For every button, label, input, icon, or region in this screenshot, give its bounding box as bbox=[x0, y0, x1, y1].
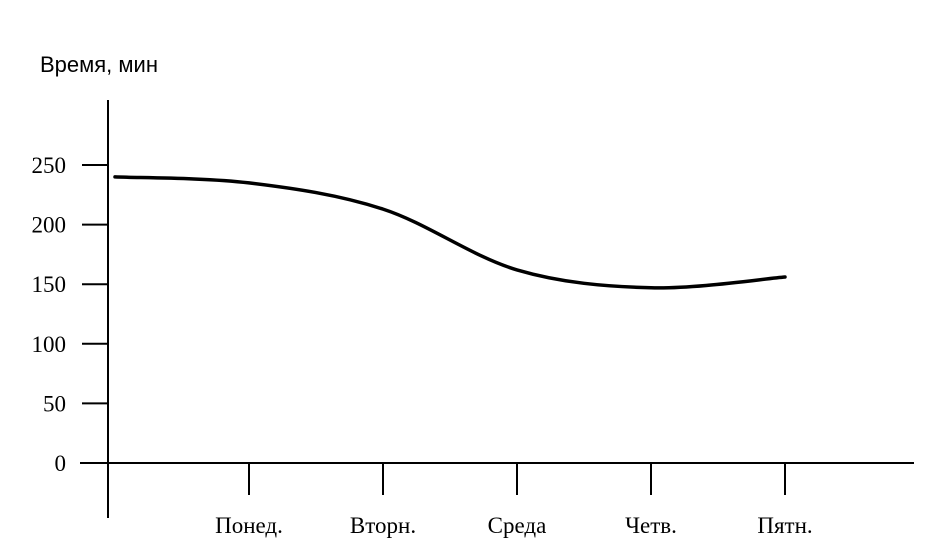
series-lines bbox=[113, 175, 787, 290]
y-tick-label: 50 bbox=[43, 391, 66, 416]
axes bbox=[80, 100, 914, 518]
y-tick-label: 100 bbox=[32, 332, 67, 357]
y-tick-label: 250 bbox=[32, 153, 67, 178]
x-tick-label: Четв. bbox=[625, 513, 677, 538]
y-ticks: 0 50 100 150 200 250 bbox=[32, 153, 108, 476]
series-line bbox=[113, 175, 787, 290]
x-tick-label: Понед. bbox=[215, 513, 283, 538]
y-tick-label: 200 bbox=[32, 213, 67, 238]
x-tick-label: Вторн. bbox=[350, 513, 416, 538]
x-tick-label: Пятн. bbox=[757, 513, 812, 538]
y-axis-label: Время, мин bbox=[40, 52, 158, 77]
y-tick-label: 0 bbox=[55, 451, 67, 476]
x-tick-label: Среда bbox=[488, 513, 547, 538]
x-ticks: Понед. Вторн. Среда Четв. Пятн. bbox=[215, 463, 813, 538]
y-tick-label: 150 bbox=[32, 272, 67, 297]
